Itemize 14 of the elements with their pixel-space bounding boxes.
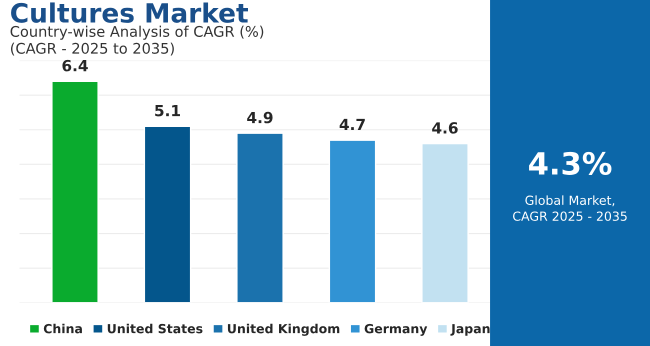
legend-label: United Kingdom xyxy=(228,324,340,336)
data-label: 5.1 xyxy=(155,105,180,116)
chart-title: Cultures Market xyxy=(11,2,248,23)
legend-label: China xyxy=(44,324,82,334)
data-label: 4.9 xyxy=(247,112,273,124)
chart-subtitle: Country-wise Analysis of CAGR (%) (CAGR - 2025 to 2035) xyxy=(10,26,264,56)
text: 4.3% xyxy=(529,152,612,175)
data-label: 4.7 xyxy=(340,118,365,130)
data-label: 6.4 xyxy=(62,60,88,72)
text: Global Market, CAGR 2025 - 2035 xyxy=(513,195,627,221)
data-label: 4.6 xyxy=(432,122,458,134)
legend-label: United States xyxy=(108,324,202,334)
legend-label: Japan xyxy=(450,324,490,336)
legend-label: Germany xyxy=(364,324,428,336)
